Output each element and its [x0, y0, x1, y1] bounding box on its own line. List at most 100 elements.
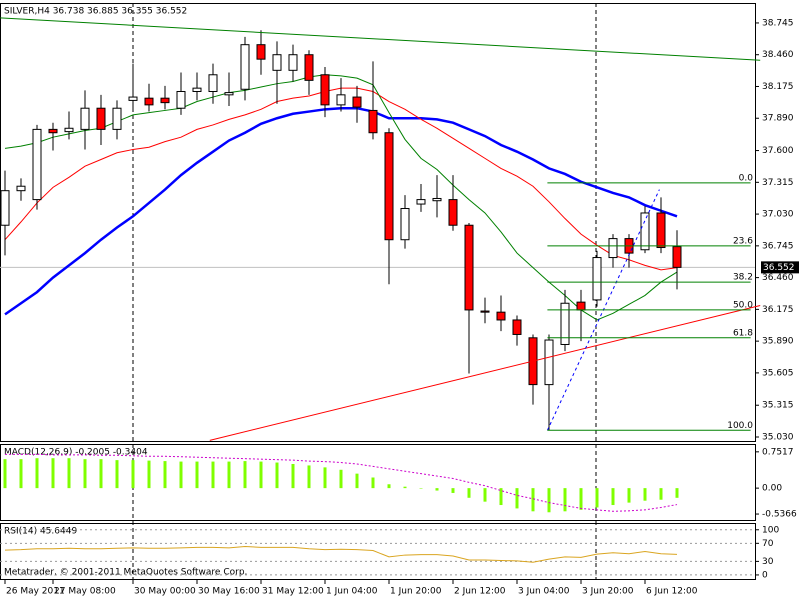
x-tick-label: 1 Jun 04:00	[326, 587, 378, 597]
candle-body	[384, 132, 394, 241]
macd-bar	[3, 459, 7, 489]
y-tick-label: 35.030	[762, 432, 794, 442]
macd-bar	[467, 488, 471, 498]
y-tick-label: 38.175	[762, 82, 794, 92]
y-tick-label: 30	[762, 557, 774, 567]
candle-body	[320, 74, 330, 106]
fib-label: 50.0	[733, 300, 753, 310]
macd-bar	[531, 488, 535, 512]
fib-label: 38.2	[733, 273, 753, 283]
candle-body	[96, 107, 106, 130]
indicator-title: SILVER,H4 36.738 36.885 36.355 36.552	[4, 7, 187, 17]
macd-bar	[147, 460, 151, 489]
candle-body	[128, 96, 138, 101]
macd-signal	[5, 453, 678, 512]
y-tick-label: 37.315	[762, 178, 794, 188]
candle-body	[400, 208, 410, 241]
x-tick-label: 3 Jun 20:00	[582, 587, 634, 597]
candle-body	[192, 87, 202, 92]
macd-bar	[211, 461, 215, 489]
candle-body	[288, 54, 298, 71]
candle-body	[176, 90, 186, 109]
macd-bar	[163, 461, 167, 489]
candle-body	[608, 238, 618, 259]
y-tick-label: 70	[762, 539, 774, 549]
macd-bar	[131, 460, 135, 489]
y-tick-label: 0	[762, 570, 768, 580]
y-tick-label: 38.745	[762, 18, 794, 28]
macd-bar	[323, 467, 327, 489]
candle-body	[0, 190, 10, 226]
macd-bar	[99, 459, 103, 489]
copyright: Metatrader, © 2001-2011 MetaQuotes Softw…	[4, 568, 247, 578]
candle-body	[160, 97, 170, 104]
candle-body	[48, 128, 58, 134]
candle-body	[544, 339, 554, 386]
x-tick-label: 3 Jun 04:00	[518, 587, 570, 597]
candle-body	[672, 246, 682, 268]
candle-body	[64, 127, 74, 133]
y-tick-label: 37.890	[762, 114, 794, 124]
candle-body	[32, 128, 42, 201]
macd-bar	[451, 488, 455, 493]
fib-label: 0.0	[739, 173, 754, 183]
candle-body	[272, 54, 282, 71]
candle-body	[368, 109, 378, 134]
panel-frame	[0, 523, 756, 580]
macd-bar	[371, 477, 375, 489]
macd-bar	[115, 460, 119, 489]
candle-body	[416, 199, 426, 205]
fib-label: 23.6	[733, 236, 753, 246]
macd-bar	[291, 463, 295, 489]
macd-bar	[227, 461, 231, 489]
y-tick-label: 35.605	[762, 368, 794, 378]
macd-bar	[259, 461, 263, 489]
candle-body	[432, 197, 442, 202]
macd-bar	[339, 469, 343, 489]
candle-body	[512, 319, 522, 335]
x-tick-label: 30 May 00:00	[134, 587, 196, 597]
macd-bar	[515, 488, 519, 509]
macd-bar	[563, 488, 567, 512]
candle-body	[576, 301, 586, 311]
macd-bar	[435, 488, 439, 491]
x-tick-label: 31 May 12:00	[262, 587, 324, 597]
y-tick-label: 0.7517	[762, 447, 794, 457]
candle-body	[592, 257, 602, 301]
candle-body	[16, 185, 26, 192]
candle-body	[224, 92, 234, 96]
macd-bar	[179, 461, 183, 489]
y-tick-label: 36.460	[762, 273, 794, 283]
macd-bar	[307, 465, 311, 489]
y-tick-label: 37.030	[762, 210, 794, 220]
candle-body	[448, 199, 458, 226]
y-tick-label: 0.00	[762, 484, 782, 494]
y-tick-label: 35.890	[762, 337, 794, 347]
candle-body	[496, 311, 506, 321]
candle-body	[112, 107, 122, 130]
macd-bar	[355, 473, 359, 489]
macd-bar	[483, 488, 487, 502]
y-tick-label: 36.175	[762, 305, 794, 315]
macd-bar	[595, 488, 599, 508]
price-tag	[761, 261, 799, 274]
macd-bar	[19, 459, 23, 489]
macd-bar	[35, 458, 39, 489]
macd-bar	[195, 461, 199, 489]
candle-body	[304, 54, 314, 81]
macd-bar	[611, 488, 615, 506]
macd-bar	[243, 461, 247, 489]
candle-body	[656, 212, 666, 249]
x-tick-label: 26 May 2011	[6, 587, 65, 597]
trendline	[0, 17, 761, 61]
y-tick-label: 100	[762, 525, 779, 535]
candle-body	[640, 212, 650, 251]
indicator-title: RSI(14) 45.6449	[4, 527, 77, 537]
candle-body	[464, 224, 474, 311]
candle-body	[336, 94, 346, 106]
macd-bar	[275, 462, 279, 489]
fib-label: 61.8	[733, 328, 753, 338]
candle-body	[480, 310, 490, 313]
